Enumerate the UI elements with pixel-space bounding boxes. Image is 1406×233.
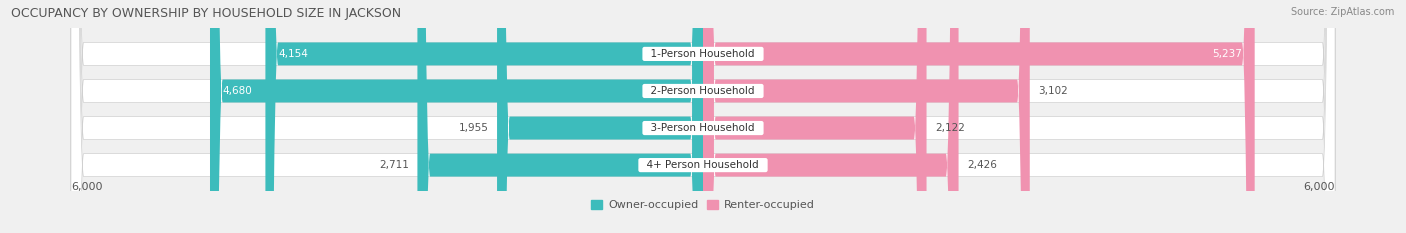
FancyBboxPatch shape [703, 0, 1029, 233]
Text: 4,680: 4,680 [222, 86, 253, 96]
FancyBboxPatch shape [70, 0, 1336, 233]
FancyBboxPatch shape [703, 0, 1254, 233]
Text: 5,237: 5,237 [1212, 49, 1241, 59]
Text: 2-Person Household: 2-Person Household [644, 86, 762, 96]
FancyBboxPatch shape [266, 0, 703, 233]
Text: Source: ZipAtlas.com: Source: ZipAtlas.com [1291, 7, 1395, 17]
Text: 2,426: 2,426 [967, 160, 997, 170]
FancyBboxPatch shape [703, 0, 927, 233]
FancyBboxPatch shape [70, 0, 1336, 233]
Text: 6,000: 6,000 [1303, 182, 1336, 192]
Text: OCCUPANCY BY OWNERSHIP BY HOUSEHOLD SIZE IN JACKSON: OCCUPANCY BY OWNERSHIP BY HOUSEHOLD SIZE… [11, 7, 401, 20]
Text: 4+ Person Household: 4+ Person Household [641, 160, 765, 170]
FancyBboxPatch shape [498, 0, 703, 233]
FancyBboxPatch shape [70, 0, 1336, 233]
FancyBboxPatch shape [70, 0, 1336, 233]
Text: 2,711: 2,711 [380, 160, 409, 170]
Legend: Owner-occupied, Renter-occupied: Owner-occupied, Renter-occupied [586, 195, 820, 215]
Text: 1-Person Household: 1-Person Household [644, 49, 762, 59]
Text: 6,000: 6,000 [70, 182, 103, 192]
Text: 3,102: 3,102 [1038, 86, 1069, 96]
Text: 4,154: 4,154 [278, 49, 308, 59]
FancyBboxPatch shape [209, 0, 703, 233]
FancyBboxPatch shape [418, 0, 703, 233]
Text: 1,955: 1,955 [458, 123, 489, 133]
Text: 2,122: 2,122 [935, 123, 965, 133]
Text: 3-Person Household: 3-Person Household [644, 123, 762, 133]
FancyBboxPatch shape [703, 0, 959, 233]
